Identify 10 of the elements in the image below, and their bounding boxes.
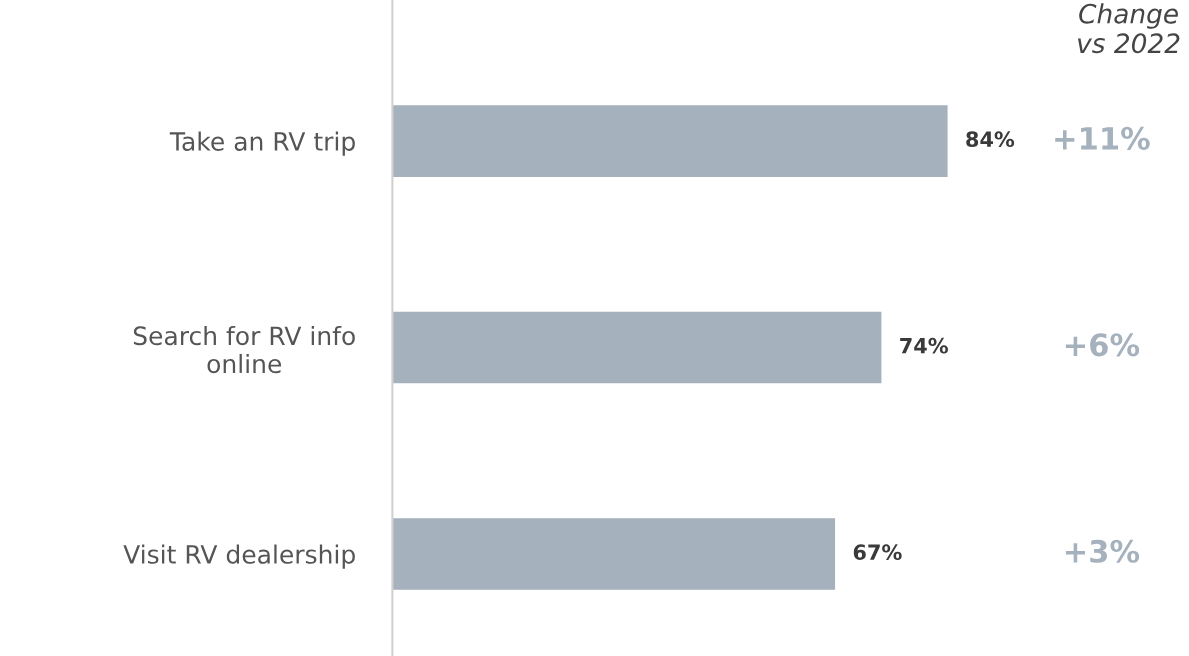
text: +3%: [1065, 539, 1140, 563]
y-tick-label: Take an RV trip: [169, 131, 355, 156]
data-label: 67%: [853, 544, 902, 561]
y-tick-label: Visit RV dealership: [123, 544, 355, 569]
data-label: 84%: [966, 131, 1015, 148]
y-tick-label: Search for RV info online: [133, 325, 355, 374]
data-label: 74%: [900, 337, 948, 354]
text: +6%: [1065, 333, 1140, 357]
text: Change vs 2022: [1078, 3, 1180, 54]
text: +11%: [1055, 126, 1150, 150]
